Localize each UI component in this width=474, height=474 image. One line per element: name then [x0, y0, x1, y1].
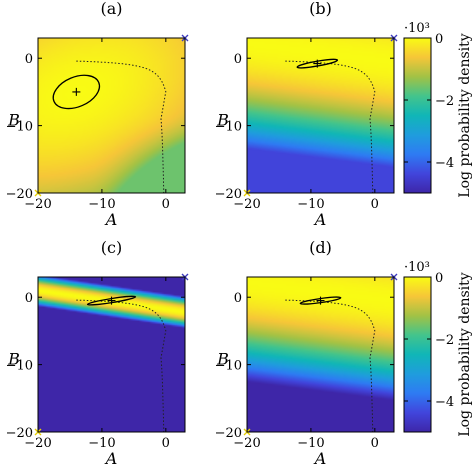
x-tick-label: 0 [371, 197, 379, 212]
y-tick-label: −20 [6, 187, 33, 202]
x-tick-label: −20 [24, 197, 51, 212]
y-tick-label: 0 [234, 52, 242, 67]
colorbar-tick-label: 0 [435, 32, 443, 47]
y-tick-label: −20 [215, 426, 242, 441]
colorbar-gradient [404, 277, 431, 432]
panel-c: −20 −10 0 0 −10 −20 (c) A B [6, 238, 189, 468]
y-tick-label: −10 [6, 120, 33, 135]
heatmap-image [38, 38, 185, 193]
axes-frame [37, 276, 186, 433]
y-tick-label: 0 [234, 291, 242, 306]
y-tick-label: −10 [215, 120, 242, 135]
x-tick-label: 0 [371, 436, 379, 451]
axes-frame [246, 37, 395, 194]
x-axis-label: A [104, 210, 118, 229]
y-tick-label: −10 [6, 359, 33, 374]
colorbar-tick-label: −2 [435, 333, 454, 348]
x-tick-label: 0 [162, 436, 170, 451]
y-tick-label: −20 [6, 426, 33, 441]
x-tick-label: −10 [297, 197, 324, 212]
y-tick-label: −20 [215, 187, 242, 202]
x-tick-label: −10 [88, 197, 115, 212]
axes-frame [37, 37, 186, 194]
y-tick-label: 0 [25, 291, 33, 306]
colorbar-top: 0 −2 −4 ·10³ Log probability density [403, 21, 473, 198]
contour-ellipse [52, 74, 101, 110]
y-tick-label: −10 [215, 359, 242, 374]
y-tick-label: 0 [25, 52, 33, 67]
x-tick-label: −10 [88, 436, 115, 451]
panel-title: (c) [101, 238, 122, 257]
y-axis-label: B [7, 111, 20, 130]
x-axis-label: A [313, 449, 327, 468]
colorbar-frame [403, 276, 432, 433]
panel-a: −20 −10 0 0 −10 −20 (a) A B [6, 0, 189, 229]
x-tick-label: −20 [24, 436, 51, 451]
x-tick-label: −20 [233, 197, 260, 212]
mode-marker [313, 59, 322, 68]
colorbar-tick-label: 0 [435, 271, 443, 286]
mode-marker [316, 296, 325, 305]
colorbar-tick-label: −4 [435, 395, 454, 410]
x-axis-label: A [313, 210, 327, 229]
colorbar-gradient [404, 38, 431, 193]
colorbar-tick-label: −4 [435, 156, 454, 171]
boundary-curve [285, 60, 376, 193]
y-axis-label: B [216, 350, 229, 369]
x-tick-label: 0 [162, 197, 170, 212]
colorbar-tick-label: −2 [435, 94, 454, 109]
y-axis-label: B [7, 350, 20, 369]
panel-b: −20 −10 0 0 −10 −20 (b) A B [215, 0, 398, 229]
colorbar-frame [403, 37, 432, 194]
colorbar-multiplier: ·10³ [404, 260, 430, 275]
panel-title: (d) [309, 238, 332, 257]
y-axis-label: B [216, 111, 229, 130]
axes-frame [246, 276, 395, 433]
x-tick-label: −20 [233, 436, 260, 451]
x-axis-label: A [104, 449, 118, 468]
mode-marker [72, 87, 81, 96]
panel-title: (b) [309, 0, 332, 18]
boundary-curve [76, 60, 167, 193]
colorbar-label: Log probability density [457, 272, 473, 436]
colorbar-bottom: 0 −2 −4 ·10³ Log probability density [403, 260, 473, 437]
panel-title: (a) [100, 0, 122, 18]
colorbar-multiplier: ·10³ [404, 21, 430, 36]
panel-d: −20 −10 0 0 −10 −20 (d) A B [215, 238, 398, 468]
x-tick-label: −10 [297, 436, 324, 451]
colorbar-label: Log probability density [457, 33, 473, 197]
mode-marker [107, 296, 116, 305]
